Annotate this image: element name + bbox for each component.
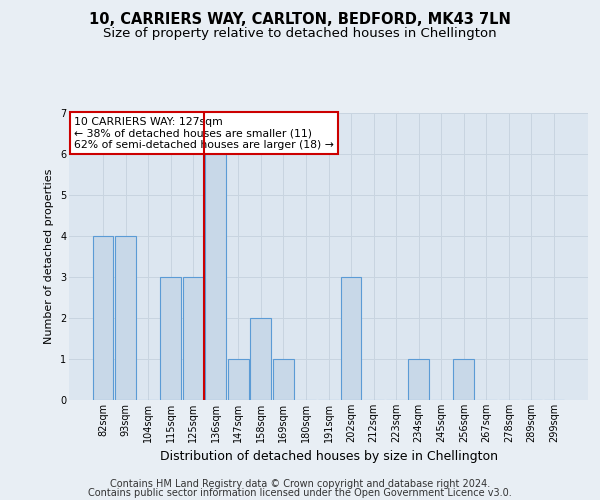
Text: Contains public sector information licensed under the Open Government Licence v3: Contains public sector information licen…: [88, 488, 512, 498]
Bar: [183, 277, 203, 400]
Bar: [250, 318, 271, 400]
Bar: [228, 359, 248, 400]
Bar: [205, 154, 226, 400]
Bar: [160, 277, 181, 400]
Bar: [92, 236, 113, 400]
X-axis label: Distribution of detached houses by size in Chellington: Distribution of detached houses by size …: [160, 450, 497, 464]
Bar: [454, 359, 474, 400]
Y-axis label: Number of detached properties: Number of detached properties: [44, 168, 55, 344]
Text: 10, CARRIERS WAY, CARLTON, BEDFORD, MK43 7LN: 10, CARRIERS WAY, CARLTON, BEDFORD, MK43…: [89, 12, 511, 28]
Bar: [341, 277, 361, 400]
Text: Contains HM Land Registry data © Crown copyright and database right 2024.: Contains HM Land Registry data © Crown c…: [110, 479, 490, 489]
Bar: [273, 359, 294, 400]
Bar: [409, 359, 429, 400]
Text: 10 CARRIERS WAY: 127sqm
← 38% of detached houses are smaller (11)
62% of semi-de: 10 CARRIERS WAY: 127sqm ← 38% of detache…: [74, 117, 334, 150]
Bar: [115, 236, 136, 400]
Text: Size of property relative to detached houses in Chellington: Size of property relative to detached ho…: [103, 28, 497, 40]
